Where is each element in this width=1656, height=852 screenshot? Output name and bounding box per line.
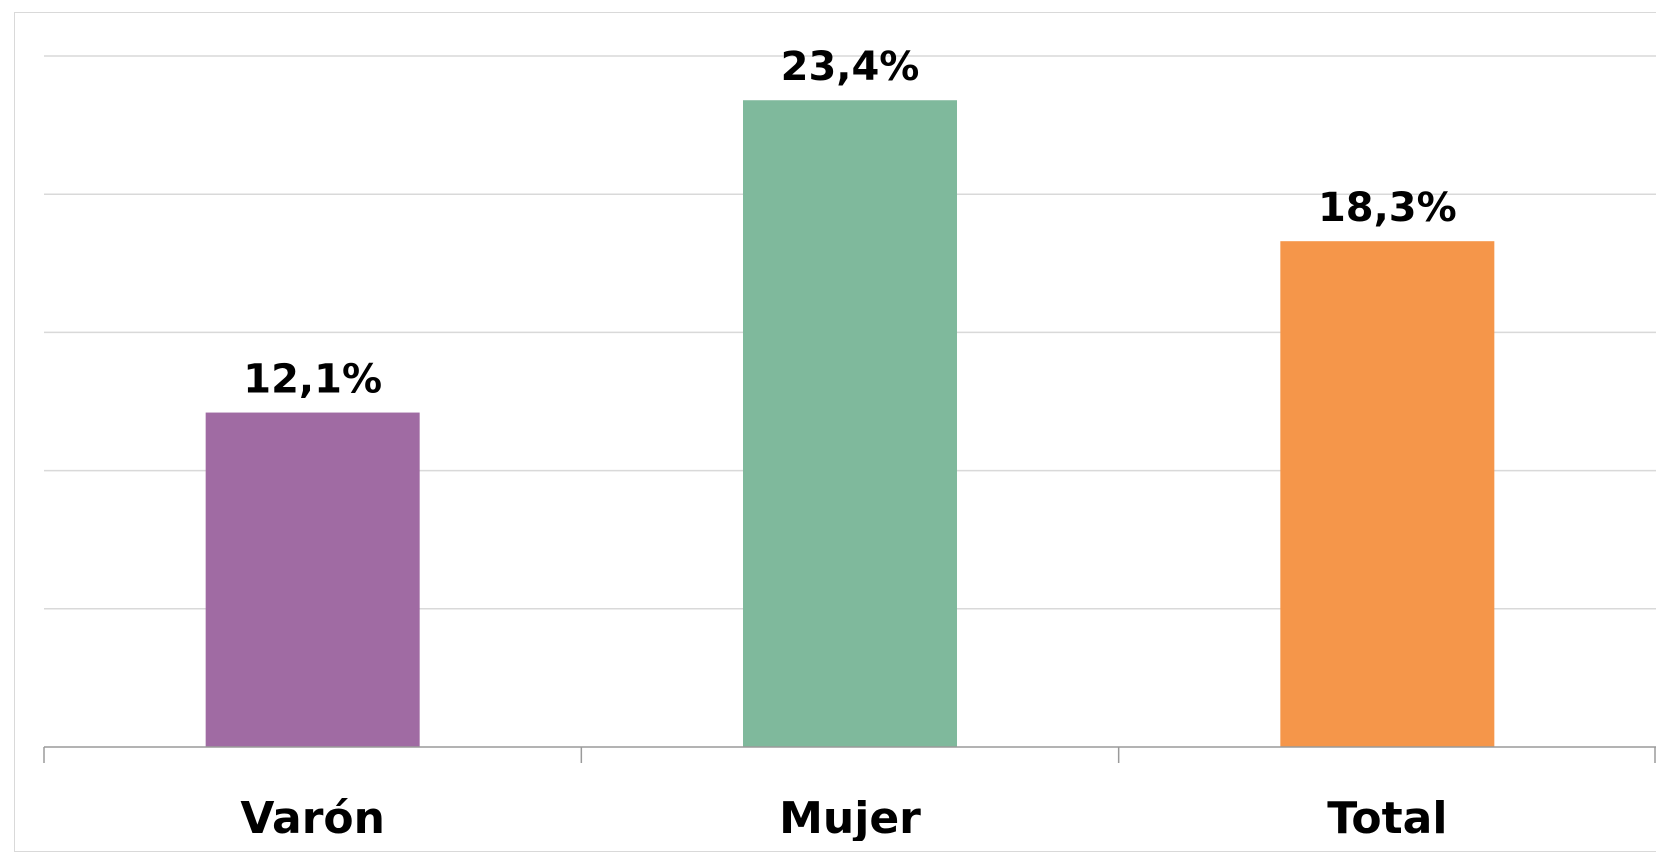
x-axis [43,746,1656,763]
bars [205,100,1495,748]
bar-2 [1280,241,1495,748]
data-label-0: 12,1% [243,357,382,403]
category-label-0: Varón [240,793,385,841]
category-label-2: Total [1327,793,1447,841]
data-labels: 12,1% 23,4% 18,3% [243,44,1456,402]
category-labels: Varón Mujer Total [240,793,1447,841]
category-label-1: Mujer [779,793,921,841]
data-label-2: 18,3% [1318,185,1457,231]
bar-1 [743,100,957,747]
data-label-1: 23,4% [781,44,920,90]
bar-0 [205,412,420,747]
